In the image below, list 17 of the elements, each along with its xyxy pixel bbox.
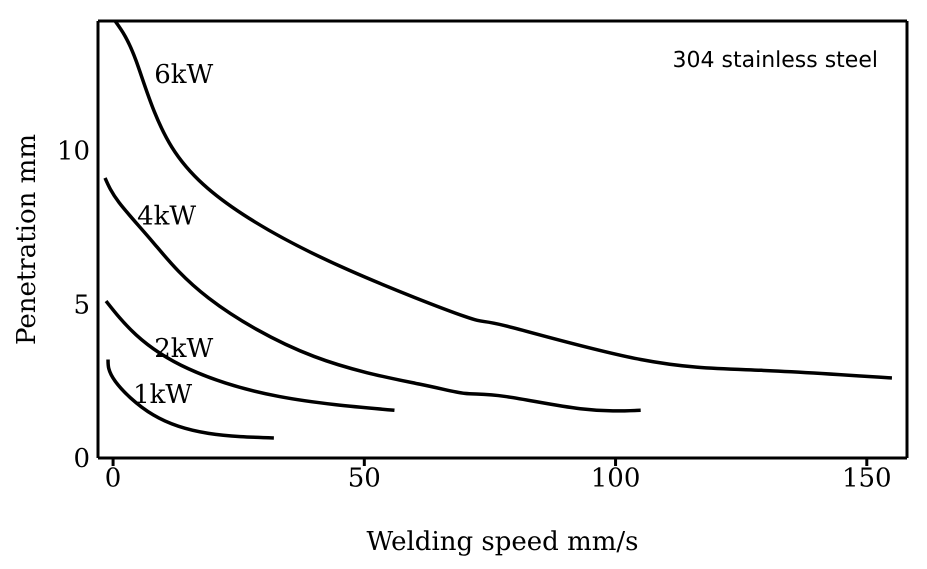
annotation: 304 stainless steel xyxy=(672,48,878,73)
x-tick-label: 0 xyxy=(104,463,122,494)
series-label: 2kW xyxy=(154,334,214,364)
x-axis-title: Welding speed mm/s xyxy=(366,527,638,557)
line-series xyxy=(106,358,276,440)
x-tick-label: 150 xyxy=(842,463,892,494)
x-tick-label: 50 xyxy=(348,463,381,494)
y-tick-label: 10 xyxy=(56,136,90,166)
series-label: 6kW xyxy=(154,60,214,90)
y-axis-title: Penetration mm xyxy=(12,134,42,345)
series-label: 4kW xyxy=(137,202,196,232)
series-label: 1kW xyxy=(133,380,192,410)
y-tick-label: 5 xyxy=(73,290,90,320)
y-tick-label: 0 xyxy=(73,444,90,474)
x-tick-label: 100 xyxy=(590,463,640,494)
line-series xyxy=(104,299,396,412)
line-series xyxy=(103,176,642,413)
